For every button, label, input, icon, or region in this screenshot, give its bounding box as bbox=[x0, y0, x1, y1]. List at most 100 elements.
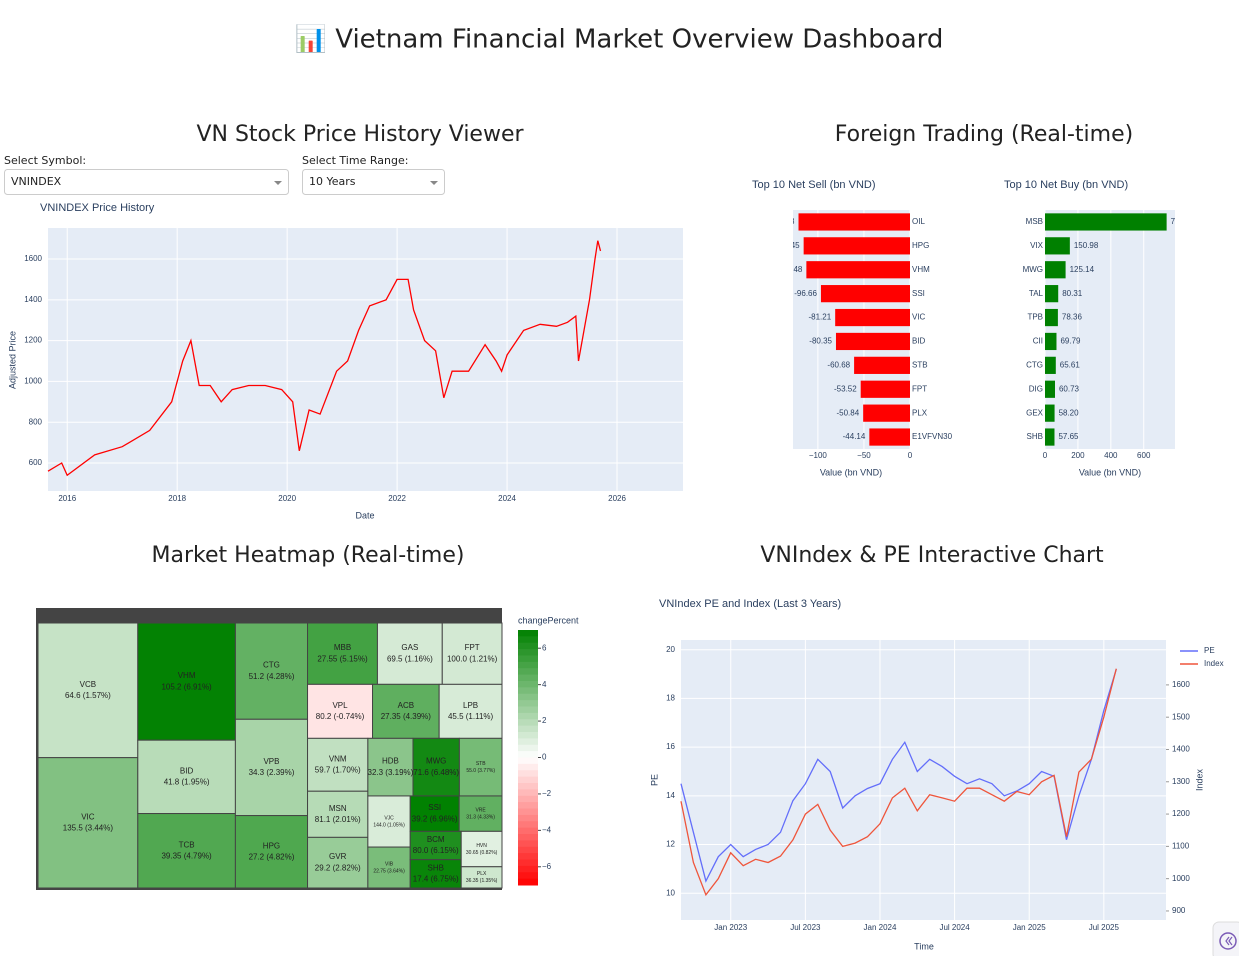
value-label: -96.66 bbox=[794, 289, 817, 298]
y-tick-label: 1000 bbox=[24, 377, 42, 386]
colorbar-step bbox=[518, 853, 538, 860]
colorbar-label: −4 bbox=[542, 825, 552, 834]
bar bbox=[798, 213, 910, 231]
toggle-icon bbox=[1219, 932, 1237, 950]
value-label: 69.79 bbox=[1060, 337, 1081, 346]
colorbar-step bbox=[518, 757, 538, 765]
colorbar-title: changePercent bbox=[518, 615, 579, 625]
range-dropdown[interactable] bbox=[302, 169, 445, 195]
category-label: E1VFVN30 bbox=[912, 432, 953, 441]
colorbar-step bbox=[518, 636, 538, 644]
tile-name: MBB bbox=[334, 643, 351, 652]
y-tick-label: 900 bbox=[1172, 906, 1186, 915]
x-tick-label: Jan 2024 bbox=[864, 923, 897, 932]
value-label: 150.98 bbox=[1074, 241, 1099, 250]
bar bbox=[860, 380, 910, 398]
y-tick-label: 1400 bbox=[24, 295, 42, 304]
colorbar-step bbox=[518, 630, 538, 637]
tile-text: 51.2 (4.28%) bbox=[249, 672, 295, 681]
value-label: -80.35 bbox=[809, 337, 832, 346]
colorbar-step bbox=[518, 687, 538, 695]
colorbar-step bbox=[518, 706, 538, 714]
tile-name: ACB bbox=[398, 701, 414, 710]
x-axis-label: Time bbox=[914, 941, 934, 951]
tile-text: 39.2 (6.96%) bbox=[412, 814, 458, 823]
colorbar-step bbox=[518, 719, 538, 727]
colorbar-step bbox=[518, 712, 538, 720]
colorbar-label: −2 bbox=[542, 789, 552, 798]
category-label: SSI bbox=[912, 289, 925, 298]
tile-name: PLX bbox=[477, 871, 487, 877]
data-line bbox=[680, 669, 1117, 883]
category-label: CII bbox=[1033, 337, 1043, 346]
tile-name: SSI bbox=[428, 803, 441, 812]
value-label: 80.31 bbox=[1062, 289, 1083, 298]
value-label: 125.14 bbox=[1070, 265, 1095, 274]
colorbar-step bbox=[518, 668, 538, 676]
tile-name: VPL bbox=[332, 701, 348, 710]
y-tick-label: 1300 bbox=[1172, 777, 1190, 786]
x-tick-label: 0 bbox=[908, 451, 913, 460]
treemap-tile bbox=[409, 830, 462, 861]
y-tick-label: 800 bbox=[29, 417, 43, 426]
x-tick-label: 2016 bbox=[58, 494, 76, 503]
bar bbox=[1045, 380, 1055, 398]
tile-text: 69.5 (1.16%) bbox=[387, 654, 433, 663]
y-tick-label: 20 bbox=[666, 645, 675, 654]
tile-text: 135.5 (3.44%) bbox=[63, 824, 114, 833]
treemap-tile bbox=[438, 683, 503, 739]
colorbar-step bbox=[518, 795, 538, 803]
tile-name: LPB bbox=[463, 701, 478, 710]
tile-name: BCM bbox=[427, 835, 445, 844]
treemap-tile bbox=[409, 795, 460, 832]
tile-name: GVR bbox=[329, 852, 347, 861]
tile-name: SHB bbox=[427, 863, 443, 872]
treemap-tile bbox=[137, 622, 236, 741]
colorbar-step bbox=[518, 693, 538, 701]
value-label: 57.65 bbox=[1058, 432, 1079, 441]
value-label: 739.10 bbox=[1171, 217, 1196, 226]
colorbar-step bbox=[518, 878, 538, 886]
treemap-tile bbox=[409, 859, 462, 889]
tile-name: VCB bbox=[80, 680, 96, 689]
category-label: VIC bbox=[912, 313, 926, 322]
control-label: Select Symbol: bbox=[4, 154, 86, 167]
tile-text: 71.6 (6.48%) bbox=[413, 768, 459, 777]
tile-name: VPB bbox=[263, 757, 279, 766]
value-label: 65.61 bbox=[1060, 360, 1081, 369]
x-tick-label: 200 bbox=[1071, 451, 1085, 460]
y-tick-label: 16 bbox=[666, 742, 675, 751]
tile-name: VHM bbox=[178, 671, 196, 680]
tile-text: 100.0 (1.21%) bbox=[447, 654, 498, 663]
treemap-tile bbox=[37, 622, 139, 759]
treemap-tile bbox=[37, 757, 139, 889]
symbol-dropdown[interactable] bbox=[4, 169, 289, 195]
colorbar-step bbox=[518, 821, 538, 829]
bar bbox=[1045, 308, 1058, 327]
tile-name: GAS bbox=[401, 643, 418, 652]
tile-name: TCB bbox=[179, 840, 195, 849]
tile-name: CTG bbox=[263, 661, 280, 670]
colorbar-step bbox=[518, 783, 538, 790]
y-tick-label: 600 bbox=[29, 458, 43, 467]
colorbar-step bbox=[518, 655, 538, 663]
category-label: VIX bbox=[1030, 241, 1044, 250]
x-tick-label: 2022 bbox=[388, 494, 406, 503]
tile-name: MWG bbox=[426, 757, 446, 766]
x-tick-label: 600 bbox=[1137, 451, 1151, 460]
bar bbox=[820, 285, 910, 303]
plot-background bbox=[681, 640, 1166, 920]
y-tick-label: 1600 bbox=[24, 254, 42, 263]
colorbar-step bbox=[518, 776, 538, 784]
treemap-tile bbox=[372, 683, 440, 739]
treemap-tile bbox=[307, 790, 369, 838]
value-label: -53.52 bbox=[834, 384, 857, 393]
category-label: FPT bbox=[912, 384, 927, 393]
colorbar-step bbox=[518, 763, 538, 771]
tile-text: 29.2 (2.82%) bbox=[315, 863, 361, 872]
tile-text: 80.0 (6.15%) bbox=[413, 846, 459, 855]
colorbar-step bbox=[518, 681, 538, 688]
tile-name: VRE bbox=[475, 807, 486, 813]
tile-text: 39.35 (4.79%) bbox=[161, 851, 212, 860]
control-label: Select Time Range: bbox=[302, 154, 408, 167]
